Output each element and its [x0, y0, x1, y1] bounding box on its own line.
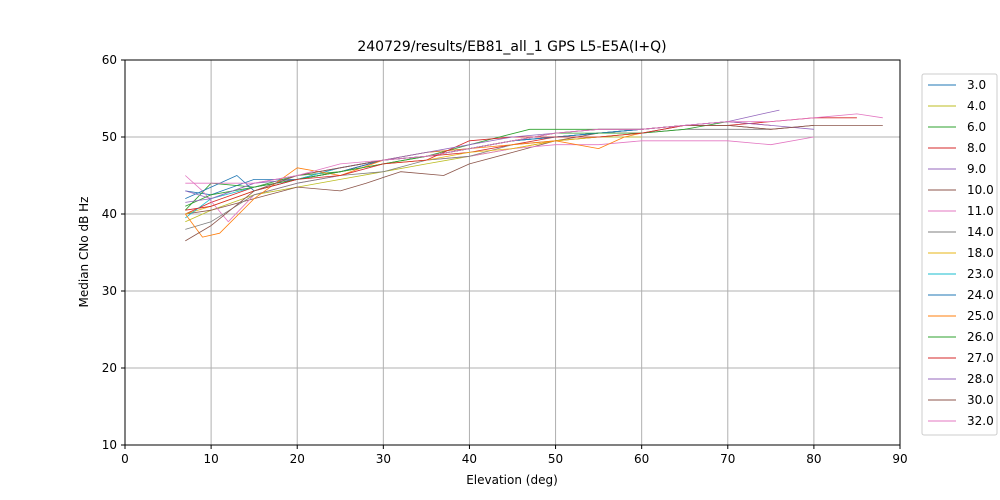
x-tick-label: 30	[376, 452, 391, 466]
legend-label: 26.0	[967, 330, 994, 344]
series-line-32.0	[185, 113, 883, 184]
x-tick-label: 70	[720, 452, 735, 466]
plot-frame	[124, 59, 901, 446]
y-tick-label: 20	[102, 361, 117, 375]
legend-label: 30.0	[967, 393, 994, 407]
legend-label: 9.0	[967, 162, 986, 176]
y-tick-label: 60	[102, 53, 117, 67]
x-tick-label: 40	[462, 452, 477, 466]
legend-box	[921, 73, 998, 436]
y-tick-label: 10	[102, 438, 117, 452]
y-tick-label: 40	[102, 207, 117, 221]
x-axis-label: Elevation (deg)	[466, 473, 558, 487]
legend-label: 14.0	[967, 225, 994, 239]
series-lines	[184, 109, 883, 242]
legend-label: 25.0	[967, 309, 994, 323]
legend-label: 32.0	[967, 414, 994, 428]
legend-label: 3.0	[967, 78, 986, 92]
y-axis-label: Median CNo dB Hz	[77, 197, 91, 308]
x-tick-label: 80	[806, 452, 821, 466]
legend-label: 10.0	[967, 183, 994, 197]
legend-label: 28.0	[967, 372, 994, 386]
legend-label: 6.0	[967, 120, 986, 134]
x-tick-label: 10	[203, 452, 218, 466]
legend-label: 24.0	[967, 288, 994, 302]
legend: 3.0 4.0 6.0 8.0 9.0 10.0 11.0 14.0 18.0 23.0 24.0 2…	[921, 73, 998, 436]
legend-label: 4.0	[967, 99, 986, 113]
legend-label: 23.0	[967, 267, 994, 281]
x-tick-label: 60	[634, 452, 649, 466]
x-tick-label: 0	[121, 452, 129, 466]
legend-label: 8.0	[967, 141, 986, 155]
x-tick-label: 90	[892, 452, 907, 466]
x-tick-label: 50	[548, 452, 563, 466]
y-tick-label: 50	[102, 130, 117, 144]
legend-label: 18.0	[967, 246, 994, 260]
chart-title: 240729/results/EB81_all_1 GPS L5-E5A(I+Q…	[357, 39, 666, 55]
y-tick-label: 30	[102, 284, 117, 298]
axis-ticks: 0 10 20 30 40 50 60 70 80 90 10 20 30 40 50 60	[102, 53, 908, 466]
legend-label: 11.0	[967, 204, 994, 218]
legend-label: 27.0	[967, 351, 994, 365]
x-tick-label: 20	[290, 452, 305, 466]
